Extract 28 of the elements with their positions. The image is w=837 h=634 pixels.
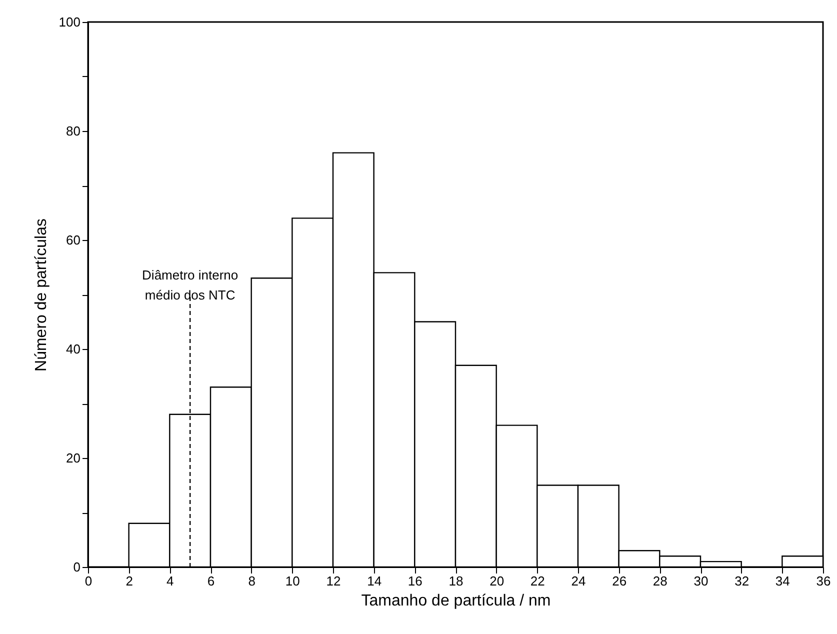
x-tick-label: 6 (207, 574, 215, 588)
y-axis-title: Número de partículas (32, 218, 50, 372)
x-tick-label: 14 (367, 574, 382, 588)
x-tick-label: 36 (816, 574, 831, 588)
x-tick-label: 16 (408, 574, 422, 588)
x-tick-label: 0 (84, 574, 92, 588)
x-axis-title: Tamanho de partícula / nm (361, 592, 551, 610)
x-tick-label: 24 (571, 574, 586, 588)
y-tick-label: 20 (66, 450, 80, 466)
x-tick-label: 12 (326, 574, 341, 588)
y-tick-label: 60 (66, 232, 80, 248)
x-tick-label: 28 (652, 574, 668, 588)
x-tick-label: 32 (734, 574, 750, 588)
y-tick-label: 100 (58, 14, 80, 30)
y-tick-label: 0 (73, 560, 80, 574)
x-tick-label: 10 (285, 574, 300, 588)
x-tick-label: 20 (490, 574, 504, 588)
x-tick-label: 4 (166, 574, 174, 588)
y-tick-label: 80 (66, 124, 80, 138)
x-tick-label: 18 (448, 574, 464, 588)
x-tick-label: 34 (775, 574, 790, 588)
x-tick-label: 8 (248, 574, 256, 588)
y-tick-label: 40 (66, 342, 80, 356)
x-tick-label: 2 (126, 574, 133, 588)
ref-line-label: Diâmetro interno médio dos NTC (142, 268, 238, 302)
x-tick-label: 22 (530, 574, 545, 588)
x-tick-label: 30 (694, 574, 708, 588)
x-tick-label: 26 (612, 574, 627, 588)
